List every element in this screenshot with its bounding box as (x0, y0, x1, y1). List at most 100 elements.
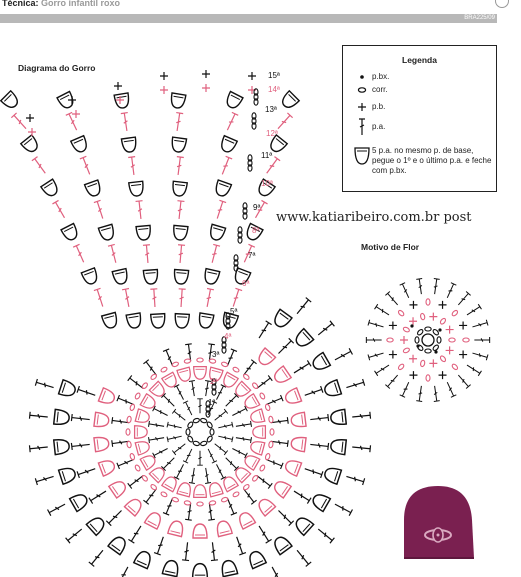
cup-stitch (246, 222, 264, 241)
tall-stitch (178, 244, 186, 264)
chain-stitch (242, 484, 250, 491)
chain-stitch (259, 464, 266, 472)
cup-stitch (250, 441, 266, 456)
cup-stitch (235, 380, 252, 397)
tall-stitch (232, 448, 248, 459)
cup-stitch (143, 512, 161, 531)
cup-stitch (57, 467, 76, 486)
chain-stitch (251, 122, 257, 130)
cup-stitch (97, 386, 116, 404)
round-label: 4ª (224, 332, 231, 341)
hat-illustration (404, 486, 474, 559)
plus-stitch (409, 317, 418, 326)
cup-stitch (160, 476, 177, 493)
tall-stitch (10, 112, 27, 130)
plus-stitch (438, 371, 447, 380)
tall-stitch (162, 348, 174, 367)
tall-stitch (171, 408, 186, 421)
slip-stitch (416, 344, 420, 348)
tall-stitch (472, 319, 489, 328)
chain-stitch (417, 329, 424, 336)
cup-stitch (148, 467, 165, 484)
cup-stitch (215, 179, 233, 197)
tall-stitch (161, 393, 175, 407)
tall-stitch (142, 244, 150, 264)
tall-stitch (334, 503, 353, 516)
chain-stitch (425, 374, 431, 382)
round-label: 11ª (261, 151, 272, 160)
round-label: 12ª (266, 129, 278, 138)
tall-stitch (243, 488, 257, 505)
tall-stitch (374, 364, 390, 377)
plus-stitch (28, 128, 36, 136)
chain-stitch (451, 363, 459, 371)
tall-stitch (304, 468, 324, 479)
tall-stitch (232, 287, 243, 307)
plus-stitch (68, 96, 76, 104)
tall-stitch (171, 443, 186, 456)
tall-stitch (185, 343, 192, 362)
chain-stitch (432, 329, 439, 336)
cup-stitch (149, 312, 166, 329)
cup-stitch (274, 308, 293, 328)
cup-stitch (166, 520, 184, 538)
chain-stitch (253, 88, 259, 96)
chain-stitch (134, 392, 141, 400)
cup-stitch (191, 562, 209, 577)
plus-stitch (438, 300, 447, 309)
tall-stitch (197, 398, 203, 414)
chain-stitch (160, 366, 168, 373)
tall-stitch (162, 497, 174, 516)
plus-stitch (202, 70, 210, 78)
chain-stitch (269, 428, 275, 436)
legend-item-dot: p.bx. (352, 72, 492, 84)
chain-stitch (252, 474, 259, 482)
cup-stitch (221, 134, 239, 153)
round-label: 3ª (212, 350, 219, 359)
tall-stitch (93, 287, 104, 307)
plus-stitch (409, 371, 418, 380)
chain-stitch (187, 421, 194, 429)
plus-stitch (400, 336, 408, 344)
tall-stitch (310, 442, 330, 450)
chain-stitch (251, 112, 257, 120)
chain-stitch (252, 382, 259, 390)
cup-stitch (52, 408, 70, 425)
tall-stitch (153, 536, 164, 556)
tall-stitch (446, 282, 457, 299)
chain-stitch (205, 410, 211, 418)
round-label: 10ª (261, 179, 273, 188)
cup-stitch (330, 439, 348, 456)
chain-stitch (451, 309, 459, 317)
cup-stitch (134, 408, 150, 423)
chain-stitch (436, 336, 442, 344)
cup-stitch (107, 481, 126, 499)
chain-stitch (134, 464, 141, 472)
chain-stitch (209, 428, 215, 436)
cup-stitch (176, 366, 191, 382)
tall-stitch (270, 440, 289, 447)
tall-stitch (211, 243, 221, 263)
tall-stitch (28, 411, 48, 419)
tall-stitch (182, 400, 193, 416)
cup-stitch (173, 224, 189, 241)
tall-stitch (221, 155, 233, 175)
chain-stitch (150, 373, 158, 380)
chain-stitch (439, 355, 447, 363)
chain-stitch (160, 491, 168, 498)
plus-stitch (72, 110, 80, 118)
cup-stitch (161, 559, 179, 577)
cup-stitch (97, 223, 114, 241)
flower-motif-icon (424, 527, 452, 543)
chain-stitch (196, 357, 204, 363)
tall-stitch (70, 442, 90, 450)
chain-stitch (192, 417, 200, 424)
cup-stitch (133, 425, 148, 439)
plus-stitch (429, 359, 438, 368)
tall-stitch (218, 421, 234, 429)
tall-stitch (317, 320, 335, 336)
legend-item-tall: p.a. (352, 118, 492, 138)
chain-stitch (233, 264, 239, 272)
cup-stitch (57, 378, 76, 397)
tall-stitch (225, 457, 239, 471)
